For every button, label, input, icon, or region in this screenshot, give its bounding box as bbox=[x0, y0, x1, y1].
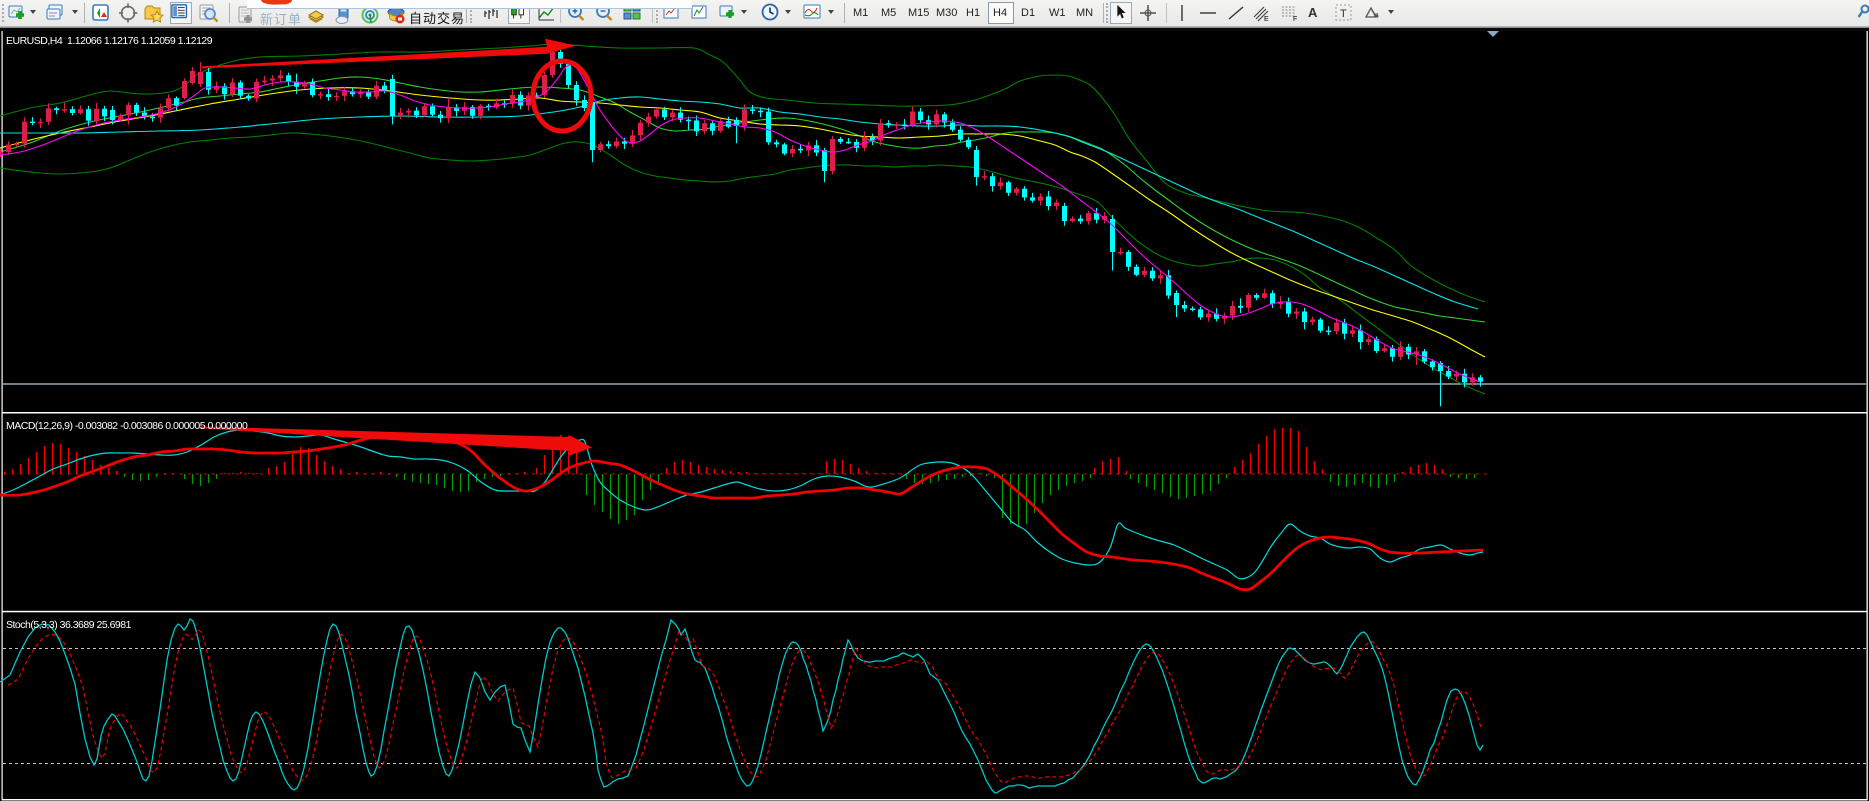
svg-text:MACD(12,26,9) -0.003082 -0.003: MACD(12,26,9) -0.003082 -0.003086 0.0000… bbox=[6, 420, 248, 432]
svg-text:F: F bbox=[1293, 16, 1297, 23]
svg-text:E: E bbox=[1264, 16, 1269, 23]
svg-text:EURUSD,H4 1.12066 1.12176 1.1: EURUSD,H4 1.12066 1.12176 1.12059 1.1212… bbox=[6, 35, 213, 47]
svg-text:T: T bbox=[1340, 8, 1347, 20]
svg-text:Stoch(5,3,3) 36.3689 25.6981: Stoch(5,3,3) 36.3689 25.6981 bbox=[6, 619, 132, 631]
